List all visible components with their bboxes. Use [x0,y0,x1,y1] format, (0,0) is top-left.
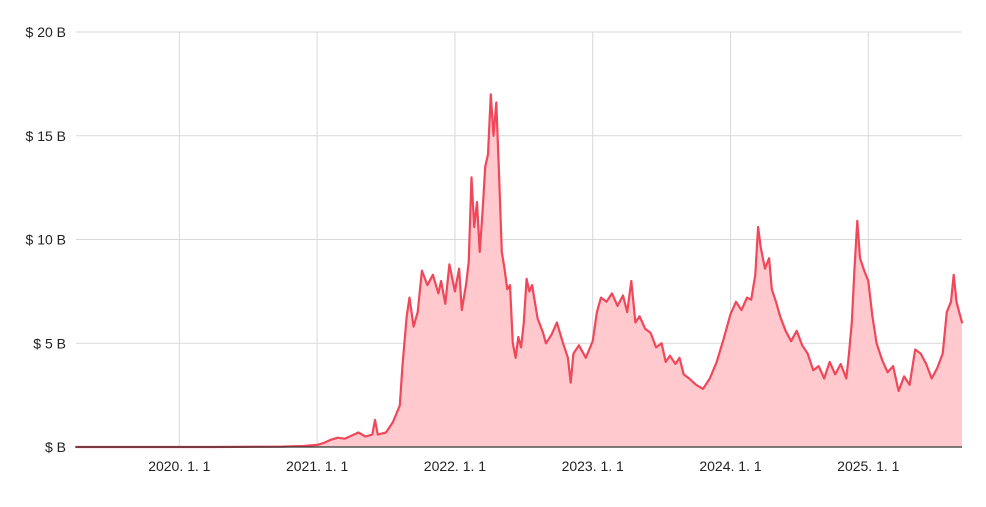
x-tick-label: 2024. 1. 1 [699,458,761,474]
y-tick-label: $ 15 B [26,128,66,144]
y-tick-label: $ 10 B [26,232,66,248]
y-tick-label: $ 5 B [33,335,66,351]
x-tick-label: 2021. 1. 1 [286,458,348,474]
area-layer [74,93,964,449]
label-layer: $ B $ 5 B $ 10 B $ 15 B $ 20 B 2020. 1. 1 2021… [26,24,900,474]
series-area-fill [76,94,962,448]
x-tick-label: 2022. 1. 1 [424,458,486,474]
x-tick-label: 2025. 1. 1 [837,458,899,474]
series-line [74,93,964,449]
y-tick-label: $ 20 B [26,24,66,40]
y-tick-label: $ B [45,439,66,455]
x-tick-label: 2023. 1. 1 [562,458,624,474]
x-tick-label: 2020. 1. 1 [148,458,210,474]
